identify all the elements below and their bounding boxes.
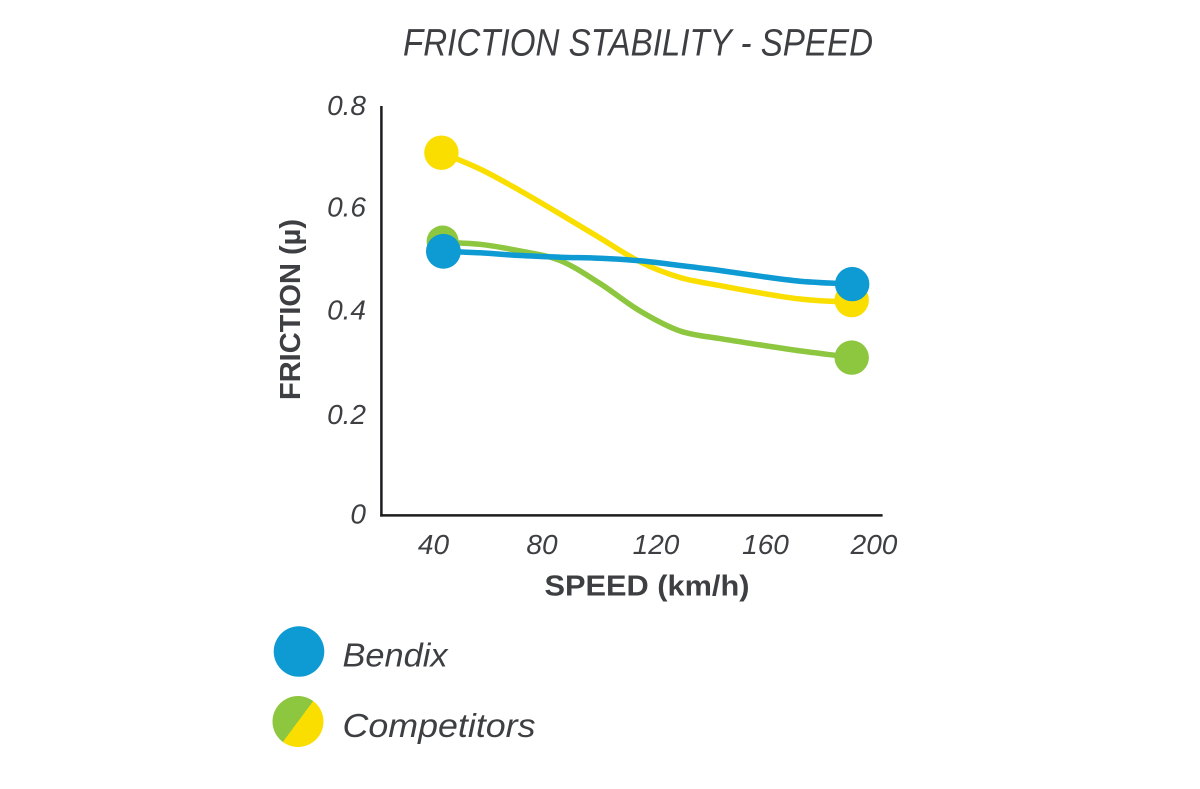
svg-text:Competitors: Competitors [343,707,536,744]
svg-text:FRICTION STABILITY - SPEED: FRICTION STABILITY - SPEED [403,22,873,64]
svg-text:SPEED (km/h): SPEED (km/h) [545,571,750,603]
svg-text:0.4: 0.4 [327,295,366,326]
svg-text:0.8: 0.8 [327,90,366,121]
svg-text:120: 120 [633,529,680,560]
svg-text:200: 200 [850,529,898,560]
svg-text:160: 160 [742,529,789,560]
svg-text:FRICTION (µ): FRICTION (µ) [275,219,307,400]
svg-text:0.6: 0.6 [327,192,366,223]
svg-text:0: 0 [350,498,366,529]
svg-text:40: 40 [418,529,450,560]
svg-text:Bendix: Bendix [343,636,450,673]
svg-text:80: 80 [526,529,558,560]
svg-text:0.2: 0.2 [327,399,366,430]
